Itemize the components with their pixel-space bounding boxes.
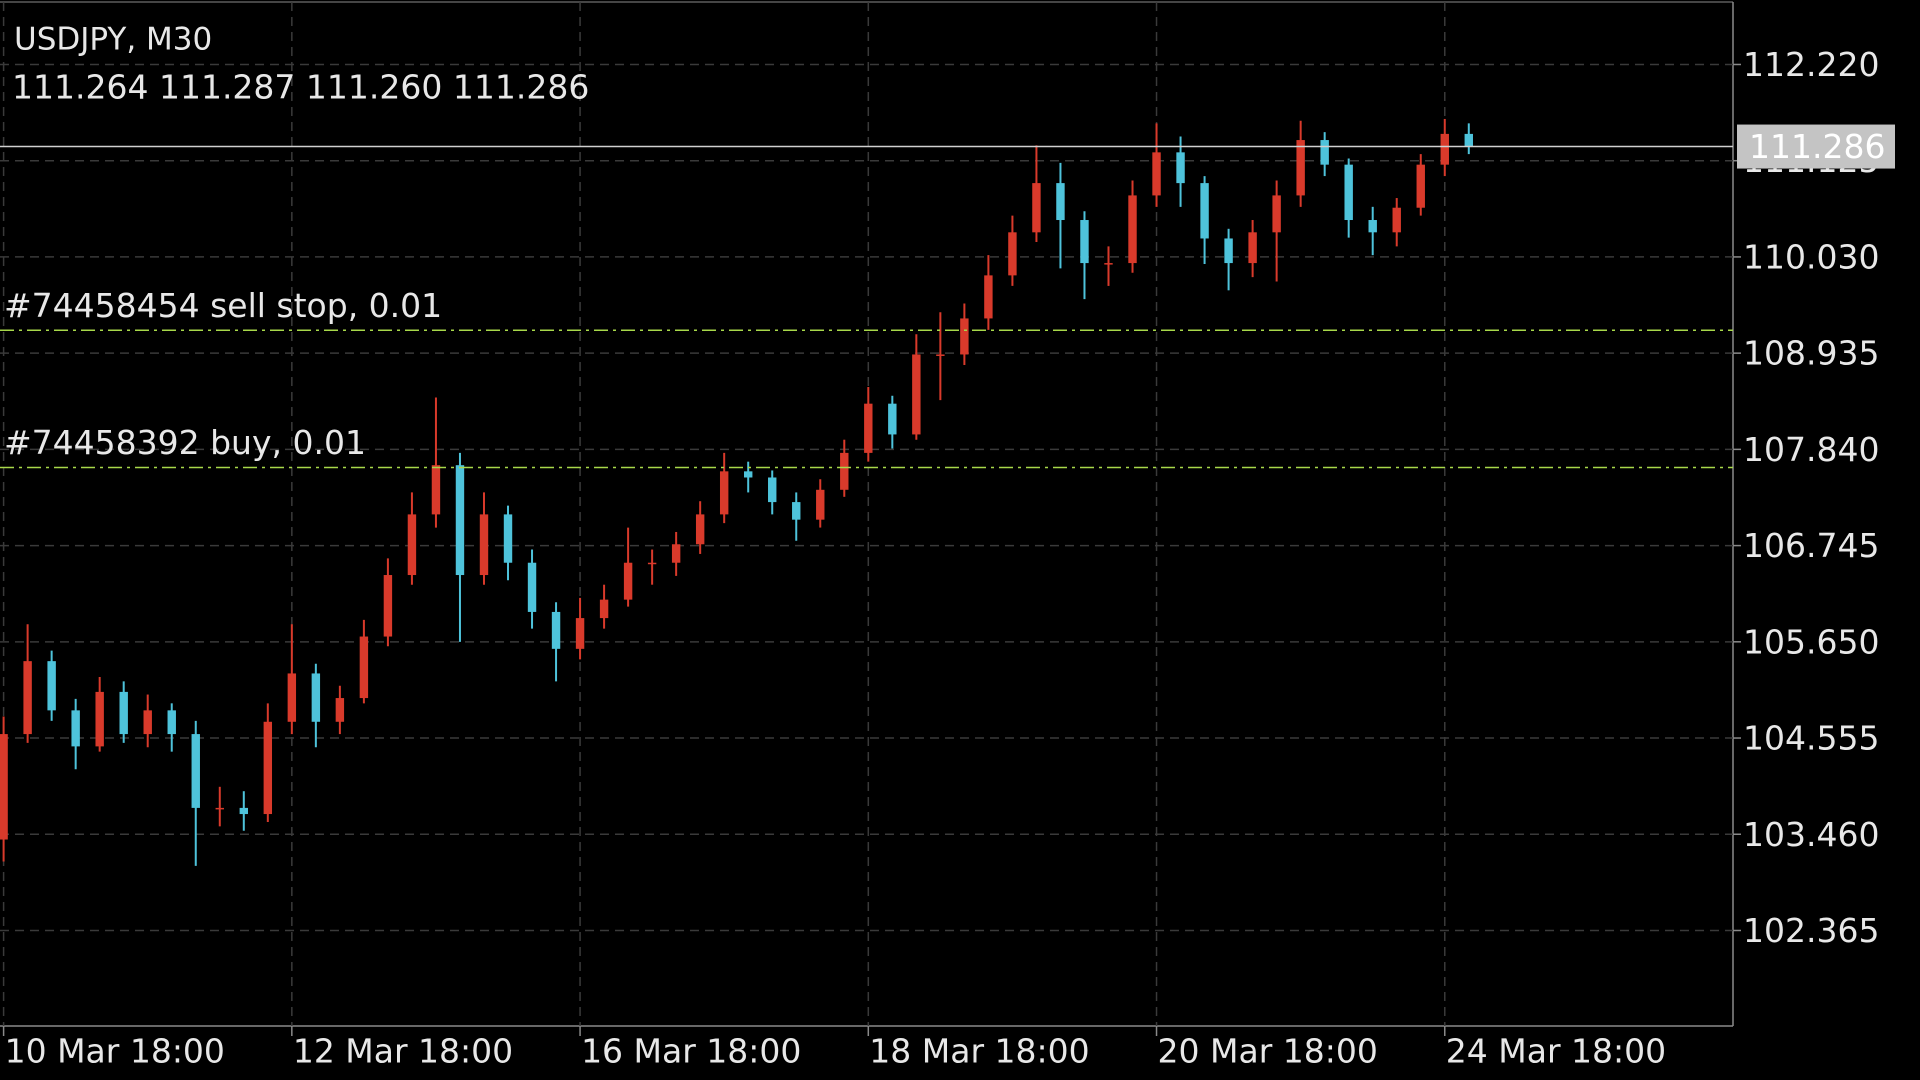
candle-body bbox=[1080, 220, 1089, 264]
candle-body bbox=[816, 489, 825, 520]
candle-body bbox=[1368, 220, 1377, 233]
candle-body bbox=[167, 710, 176, 735]
candle-body bbox=[311, 673, 321, 722]
x-tick-label: 18 Mar 18:00 bbox=[869, 1032, 1089, 1071]
candle-body bbox=[287, 673, 297, 722]
candle-body bbox=[695, 514, 705, 545]
candle-body bbox=[1152, 152, 1161, 196]
candle-body bbox=[1320, 140, 1329, 165]
candle-body bbox=[888, 403, 897, 435]
candle-body bbox=[95, 691, 104, 747]
candle-body bbox=[23, 661, 32, 735]
candle-body bbox=[1416, 164, 1425, 208]
candle-body bbox=[359, 636, 369, 699]
candle-body bbox=[936, 354, 945, 356]
candle-body bbox=[984, 275, 993, 319]
y-tick-label: 105.650 bbox=[1743, 622, 1879, 661]
candle-body bbox=[623, 562, 633, 600]
current-price-label: 111.286 bbox=[1749, 127, 1885, 166]
order-label: #74458392 buy, 0.01 bbox=[4, 423, 366, 462]
y-tick-label: 106.745 bbox=[1743, 526, 1879, 565]
candle-body bbox=[744, 471, 753, 478]
candle-body bbox=[1056, 183, 1065, 221]
candle-body bbox=[671, 544, 681, 563]
candle-body bbox=[1008, 232, 1017, 276]
candle-body bbox=[431, 465, 441, 515]
y-tick-label: 110.030 bbox=[1743, 237, 1879, 276]
candle-body bbox=[792, 502, 801, 520]
candle-body bbox=[1176, 152, 1185, 184]
y-tick-label: 108.935 bbox=[1743, 334, 1879, 373]
x-tick-label: 20 Mar 18:00 bbox=[1158, 1032, 1378, 1071]
order-label: #74458454 sell stop, 0.01 bbox=[4, 286, 442, 325]
candle-body bbox=[47, 661, 56, 711]
candle-body bbox=[1392, 207, 1401, 233]
candle-body bbox=[1248, 232, 1257, 264]
x-tick-label: 24 Mar 18:00 bbox=[1446, 1032, 1666, 1071]
x-tick-label: 16 Mar 18:00 bbox=[581, 1032, 801, 1071]
ohlc-readout: 111.264 111.287 111.260 111.286 bbox=[12, 68, 589, 107]
candle-body bbox=[1296, 140, 1305, 196]
y-tick-label: 102.365 bbox=[1743, 911, 1879, 950]
candle-body bbox=[1200, 183, 1209, 239]
y-tick-label: 112.220 bbox=[1743, 45, 1879, 84]
candle-body bbox=[599, 599, 609, 619]
candle-body bbox=[1344, 164, 1353, 221]
candle-body bbox=[335, 698, 345, 722]
candle-body bbox=[503, 514, 513, 563]
candle-body bbox=[0, 734, 8, 840]
candle-body bbox=[960, 318, 969, 355]
candle-body bbox=[239, 807, 249, 815]
y-tick-label: 103.460 bbox=[1743, 815, 1879, 854]
candle-body bbox=[263, 721, 273, 815]
candle-body bbox=[840, 452, 849, 490]
candle-body bbox=[1272, 195, 1281, 233]
candle-body bbox=[407, 514, 417, 576]
candle-body bbox=[455, 465, 465, 576]
candle-body bbox=[575, 618, 585, 649]
candle-body bbox=[119, 691, 128, 735]
y-tick-label: 104.555 bbox=[1743, 719, 1879, 758]
candle-body bbox=[383, 575, 393, 637]
candle-body bbox=[1104, 263, 1113, 265]
candle-body bbox=[1128, 195, 1137, 264]
candle-body bbox=[719, 471, 729, 515]
candle-body bbox=[527, 562, 537, 612]
candle-body bbox=[1032, 183, 1041, 233]
candle-body bbox=[479, 514, 489, 576]
candle-body bbox=[143, 710, 152, 735]
candle-body bbox=[912, 354, 921, 435]
candle-body bbox=[768, 477, 777, 503]
x-tick-label: 10 Mar 18:00 bbox=[5, 1032, 225, 1071]
current-price-box bbox=[1737, 124, 1895, 169]
candle-body bbox=[191, 734, 200, 808]
candle-body bbox=[864, 403, 873, 453]
x-tick-label: 12 Mar 18:00 bbox=[293, 1032, 513, 1071]
candle-body bbox=[1224, 238, 1233, 264]
y-tick-label: 107.840 bbox=[1743, 430, 1879, 469]
candle-body bbox=[551, 611, 561, 649]
candle-body bbox=[647, 562, 657, 565]
candle-body bbox=[1440, 133, 1449, 165]
chart-title: USDJPY, M30 bbox=[14, 22, 212, 58]
candle-body bbox=[71, 710, 80, 747]
candle-body bbox=[1464, 133, 1473, 147]
candle-body bbox=[215, 807, 224, 810]
